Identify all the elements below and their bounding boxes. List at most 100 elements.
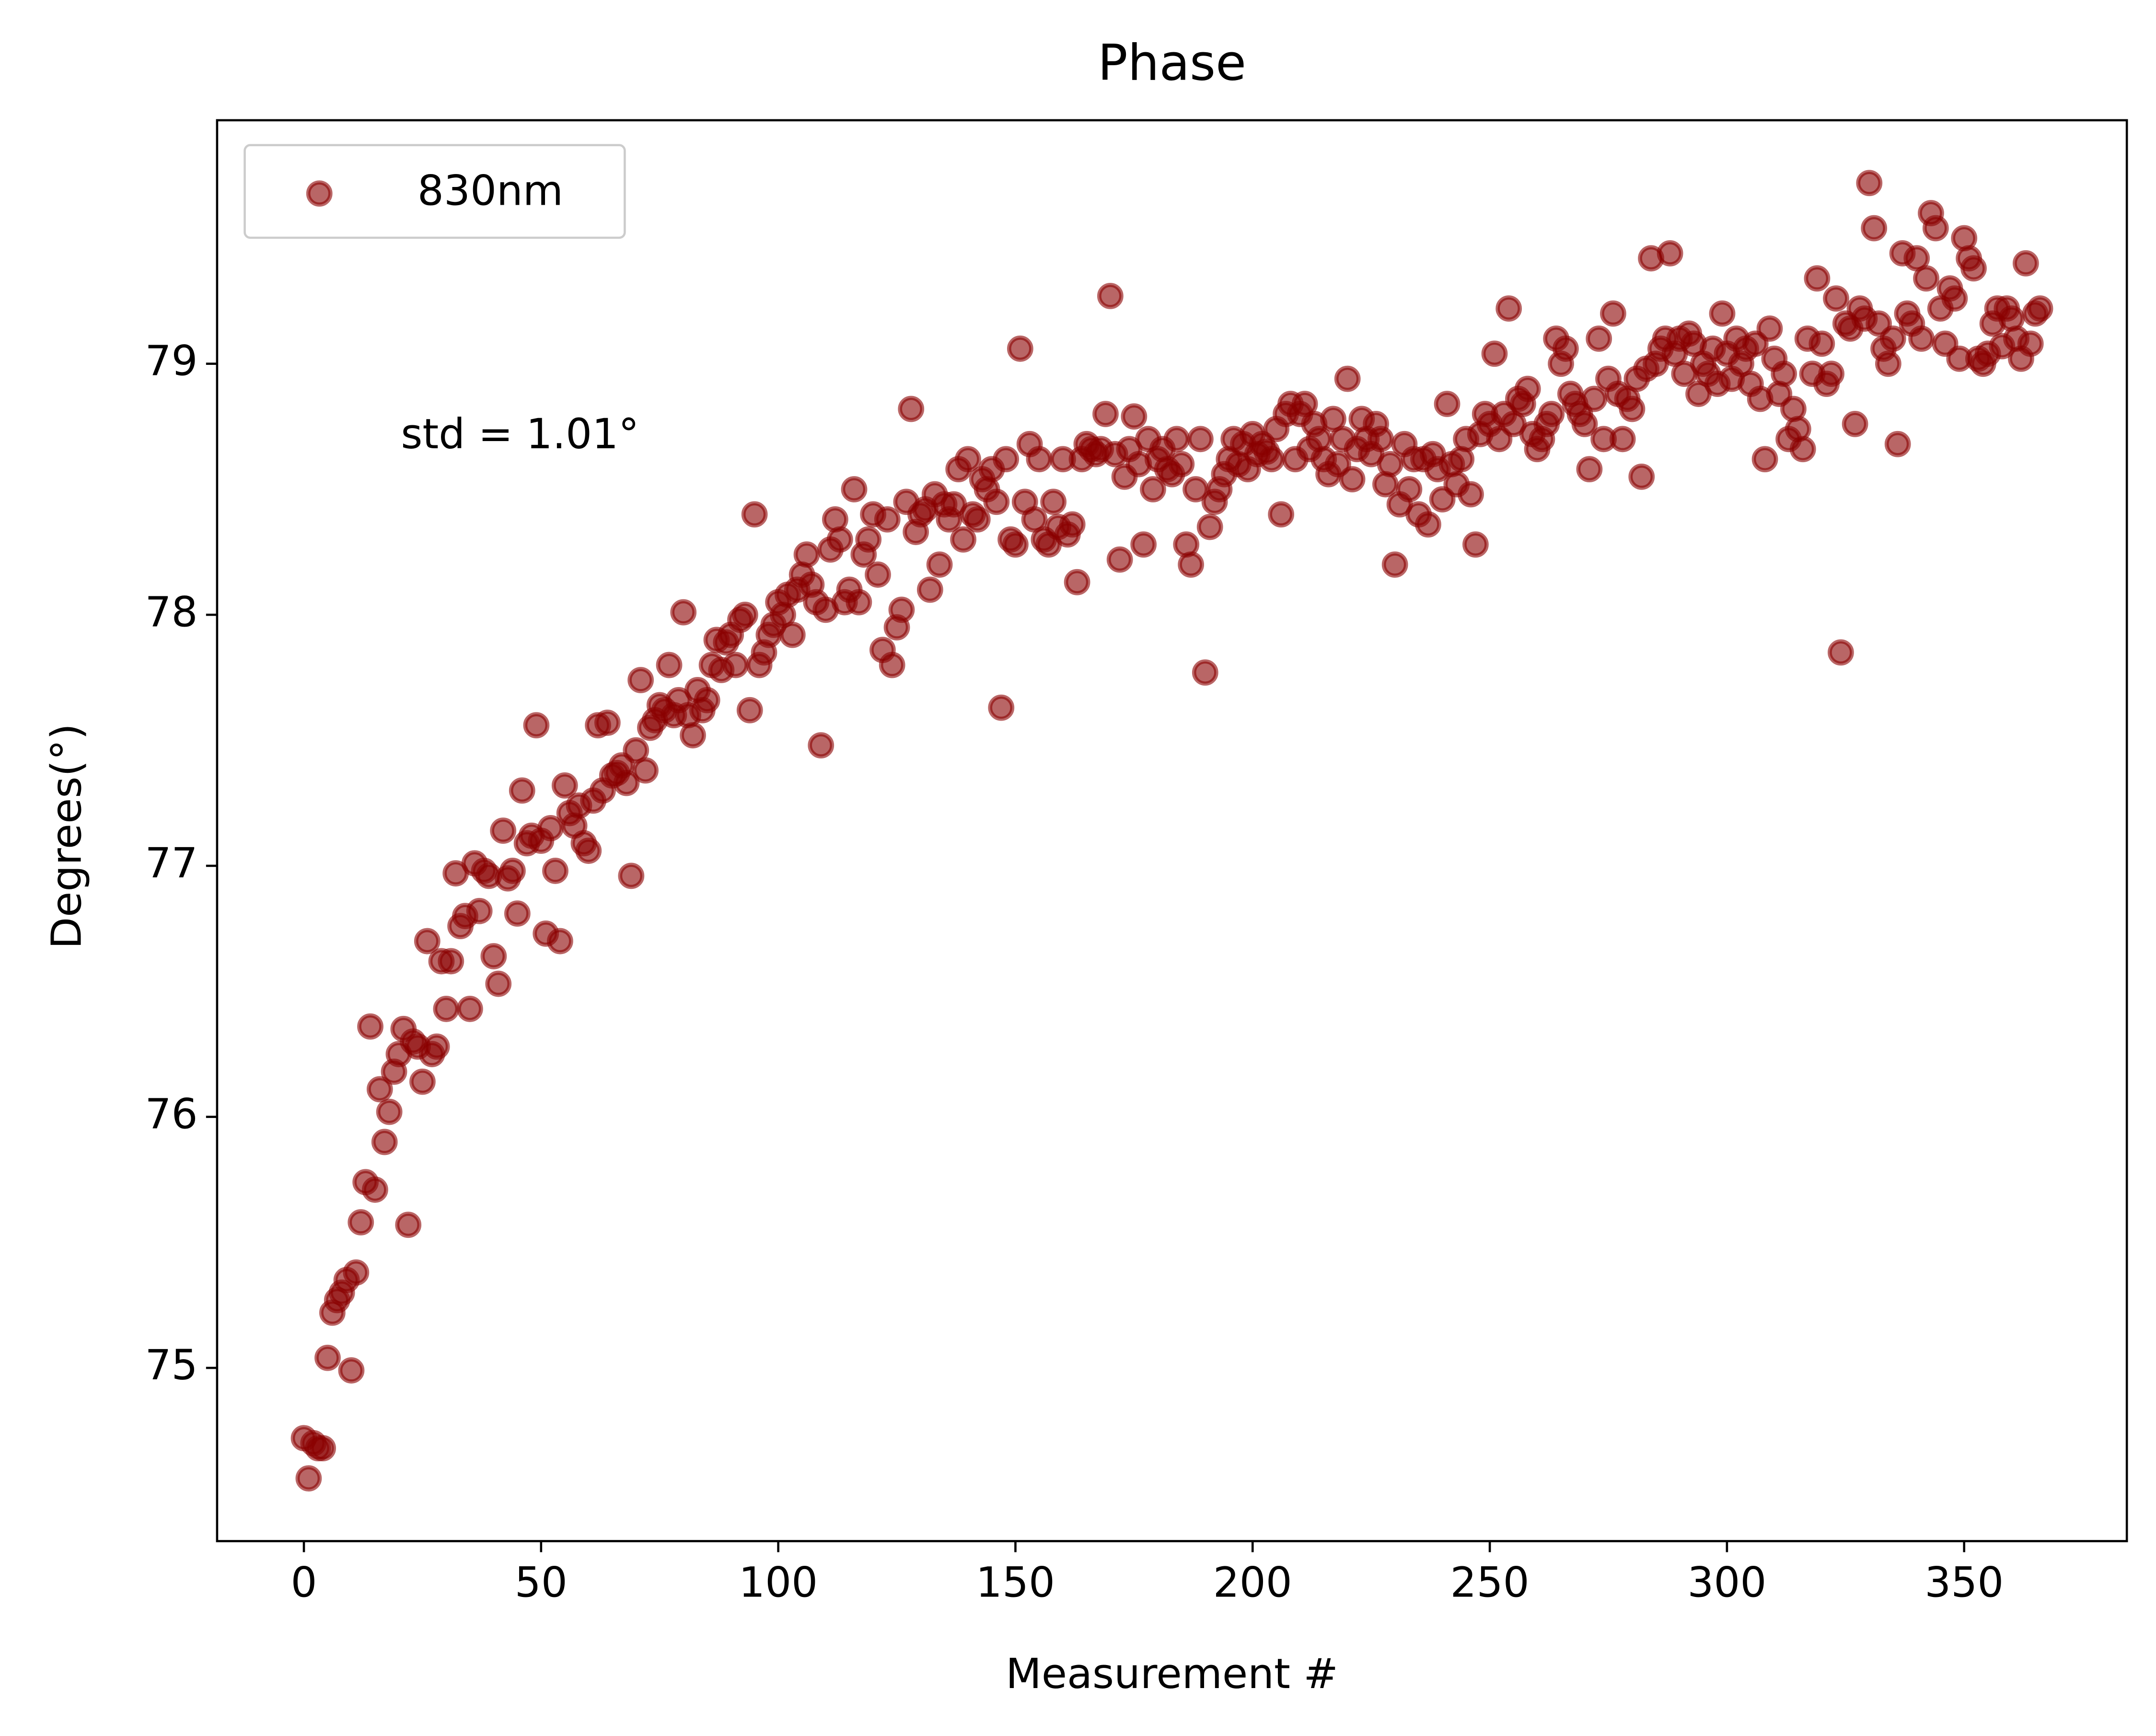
y-tick-label: 78: [145, 588, 198, 636]
point: [1913, 265, 1939, 292]
point: [1130, 531, 1157, 558]
point: [433, 996, 460, 1022]
point: [1709, 300, 1736, 327]
point: [542, 858, 568, 884]
y-tick-label: 77: [145, 839, 198, 887]
point: [916, 576, 943, 603]
annotation: std = 1.01°: [401, 410, 639, 458]
point: [466, 897, 493, 924]
point: [1381, 551, 1408, 578]
point: [993, 446, 1020, 473]
point: [1040, 489, 1067, 515]
point: [1861, 215, 1888, 242]
point: [1462, 531, 1489, 558]
point: [480, 943, 507, 969]
point: [865, 561, 891, 588]
point: [362, 1177, 388, 1203]
point: [1828, 639, 1854, 666]
point: [826, 526, 853, 553]
point: [1581, 385, 1608, 412]
point: [1657, 240, 1683, 267]
point: [1619, 396, 1646, 422]
point: [1007, 335, 1033, 362]
point: [395, 1212, 422, 1238]
point: [376, 1098, 403, 1125]
point: [1026, 446, 1053, 473]
point: [1941, 285, 1968, 312]
point: [409, 1068, 436, 1095]
point: [950, 526, 976, 553]
point: [1884, 431, 1911, 457]
point: [314, 1344, 341, 1371]
point: [1576, 456, 1603, 483]
x-axis-label: Measurement #: [1006, 1650, 1338, 1698]
point: [523, 712, 550, 739]
point: [1192, 659, 1218, 686]
point: [1396, 476, 1423, 502]
point: [988, 694, 1015, 721]
point: [874, 506, 901, 533]
point: [438, 948, 464, 975]
point: [680, 722, 706, 749]
point: [1140, 476, 1166, 502]
point: [1178, 551, 1205, 578]
point: [1514, 375, 1541, 402]
point: [490, 817, 517, 844]
plot-frame: [216, 119, 2128, 1542]
point: [1842, 411, 1868, 437]
point: [1163, 426, 1190, 453]
x-tick-label: 0: [291, 1559, 317, 1607]
point: [879, 652, 905, 678]
y-axis-label: Degrees(°): [43, 723, 91, 949]
point: [926, 551, 953, 578]
legend-box: [243, 144, 626, 239]
point: [841, 476, 868, 502]
point: [855, 526, 882, 553]
point: [594, 710, 621, 736]
point: [808, 732, 835, 759]
point: [575, 838, 602, 864]
point: [338, 1357, 365, 1384]
point: [1258, 446, 1285, 473]
point: [955, 446, 981, 473]
point: [295, 1465, 322, 1491]
point: [1064, 569, 1090, 595]
point: [731, 601, 758, 628]
point: [1571, 411, 1598, 437]
point: [1908, 325, 1935, 352]
point: [551, 772, 578, 799]
point: [357, 1013, 383, 1040]
point: [793, 541, 820, 568]
point: [632, 757, 659, 784]
point: [1771, 361, 1797, 387]
point: [1059, 511, 1086, 538]
point: [1458, 481, 1484, 508]
point: [1628, 463, 1655, 490]
legend-label: 830nm: [417, 167, 563, 215]
point: [1823, 285, 1849, 312]
point: [1553, 335, 1579, 362]
point: [1586, 325, 1612, 352]
x-tick-label: 300: [1687, 1559, 1766, 1607]
y-tick-label: 76: [145, 1091, 198, 1139]
point: [1377, 451, 1403, 478]
point: [1268, 501, 1295, 528]
x-tick-label: 250: [1450, 1559, 1530, 1607]
point: [1804, 265, 1831, 292]
point: [1875, 350, 1901, 377]
x-tick-label: 200: [1213, 1559, 1292, 1607]
legend: 830nm: [243, 144, 626, 239]
point: [1168, 451, 1195, 478]
point: [964, 506, 991, 533]
point: [1879, 325, 1906, 352]
y-tick-label: 75: [145, 1341, 198, 1389]
point: [656, 652, 683, 678]
point: [499, 858, 526, 884]
point: [1339, 466, 1366, 492]
point: [1434, 391, 1461, 417]
point: [2017, 330, 2044, 357]
point: [741, 501, 768, 528]
point: [537, 815, 564, 841]
point: [1092, 401, 1119, 427]
